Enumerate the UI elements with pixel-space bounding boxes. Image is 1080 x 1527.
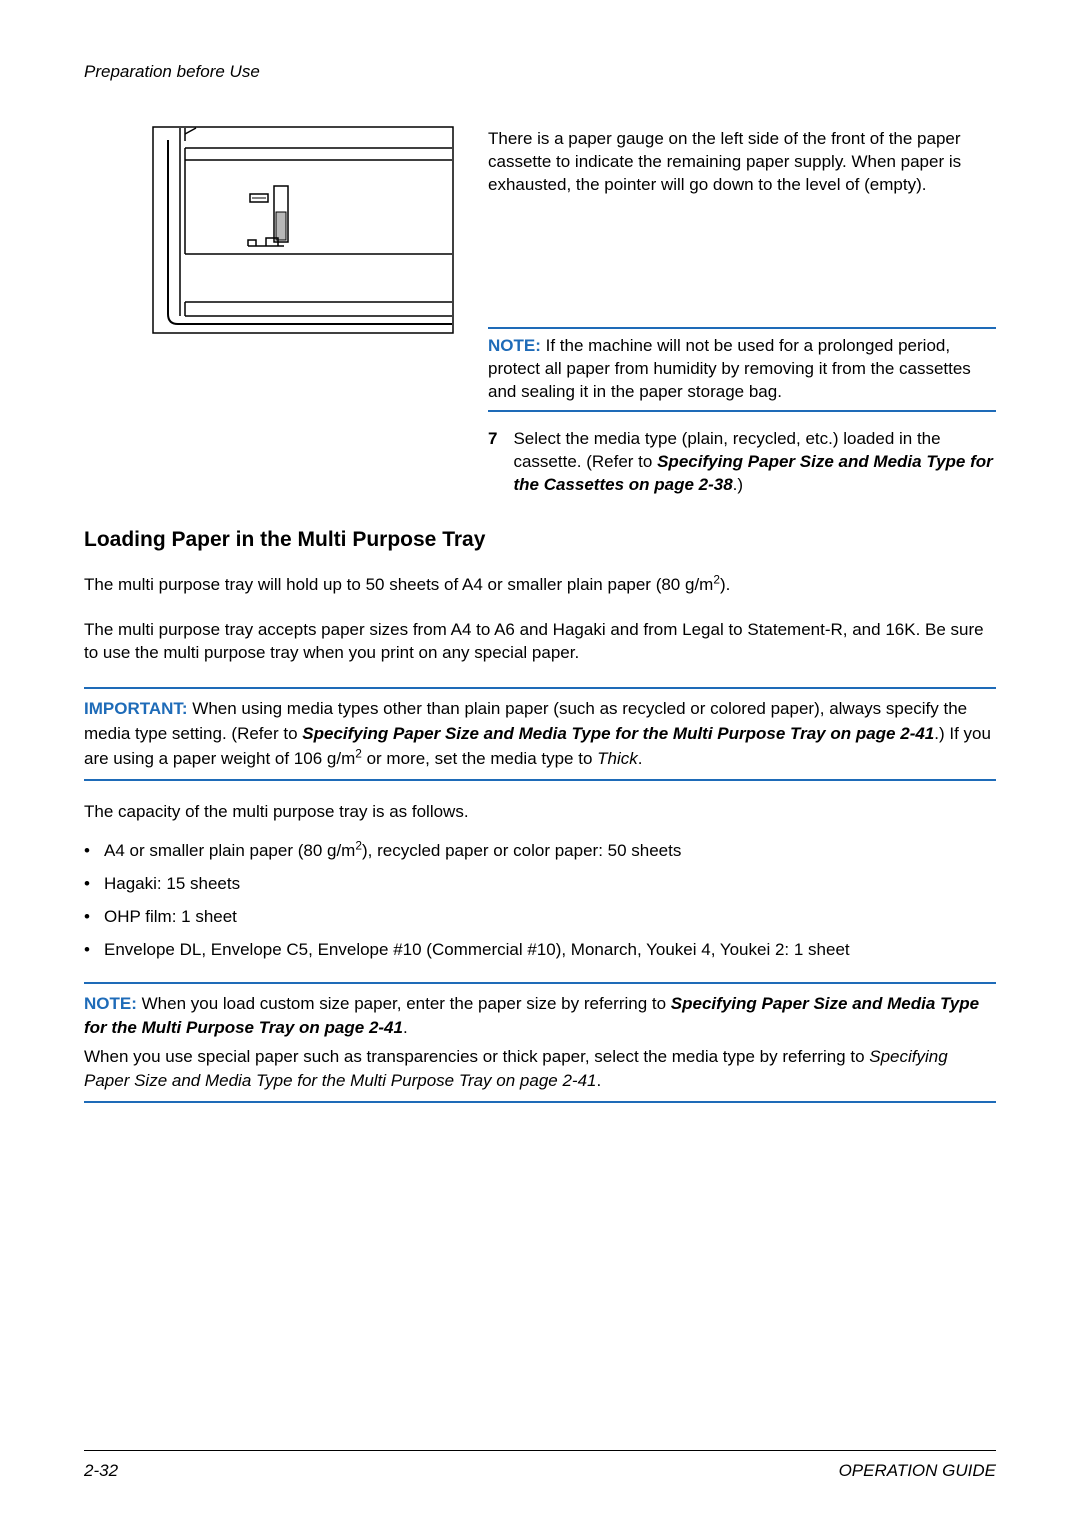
n2d: .: [596, 1071, 601, 1090]
list-item: Envelope DL, Envelope C5, Envelope #10 (…: [104, 939, 996, 962]
capacity-intro: The capacity of the multi purpose tray i…: [84, 801, 996, 824]
p1a: The multi purpose tray will hold up to 5…: [84, 575, 713, 594]
cassette-diagram: [152, 126, 454, 496]
important-ref: Specifying Paper Size and Media Type for…: [302, 724, 934, 743]
sup-2c: 2: [355, 838, 362, 852]
para-sizes: The multi purpose tray accepts paper siz…: [84, 619, 996, 665]
step-text-b: .): [733, 475, 743, 494]
thick: Thick: [597, 749, 638, 768]
list-item: A4 or smaller plain paper (80 g/m2), rec…: [104, 840, 996, 863]
li0a: A4 or smaller plain paper (80 g/m: [104, 841, 355, 860]
note-text: If the machine will not be used for a pr…: [488, 336, 971, 401]
sup-2b: 2: [355, 746, 362, 760]
page-header-title: Preparation before Use: [84, 62, 996, 82]
imp-d: .: [638, 749, 643, 768]
list-item: Hagaki: 15 sheets: [104, 873, 996, 896]
imp-c: or more, set the media type to: [362, 749, 597, 768]
page-footer: 2-32 OPERATION GUIDE: [84, 1450, 996, 1481]
page-number: 2-32: [84, 1461, 118, 1481]
note-label-2: NOTE:: [84, 994, 137, 1013]
list-item: OHP film: 1 sheet: [104, 906, 996, 929]
important-label: IMPORTANT:: [84, 699, 188, 718]
right-column: There is a paper gauge on the left side …: [488, 126, 996, 496]
step-content: Select the media type (plain, recycled, …: [513, 428, 996, 497]
li0b: ), recycled paper or color paper: 50 she…: [362, 841, 681, 860]
n2c: When you use special paper such as trans…: [84, 1047, 869, 1066]
n2a: When you load custom size paper, enter t…: [137, 994, 671, 1013]
para-capacity-50: The multi purpose tray will hold up to 5…: [84, 574, 996, 597]
paper-gauge-paragraph: There is a paper gauge on the left side …: [488, 128, 996, 197]
section-heading: Loading Paper in the Multi Purpose Tray: [84, 528, 996, 552]
sup-2: 2: [713, 573, 720, 587]
guide-label: OPERATION GUIDE: [839, 1461, 996, 1481]
p1b: ).: [720, 575, 730, 594]
note-box-custom-size: NOTE: When you load custom size paper, e…: [84, 982, 996, 1103]
note-label: NOTE:: [488, 336, 541, 355]
important-box: IMPORTANT: When using media types other …: [84, 687, 996, 781]
capacity-list: A4 or smaller plain paper (80 g/m2), rec…: [84, 840, 996, 962]
n2b: .: [403, 1018, 408, 1037]
top-section: There is a paper gauge on the left side …: [84, 126, 996, 496]
step-7: 7 Select the media type (plain, recycled…: [488, 428, 996, 497]
step-number: 7: [488, 428, 497, 497]
note-box-prolonged: NOTE: If the machine will not be used fo…: [488, 327, 996, 412]
